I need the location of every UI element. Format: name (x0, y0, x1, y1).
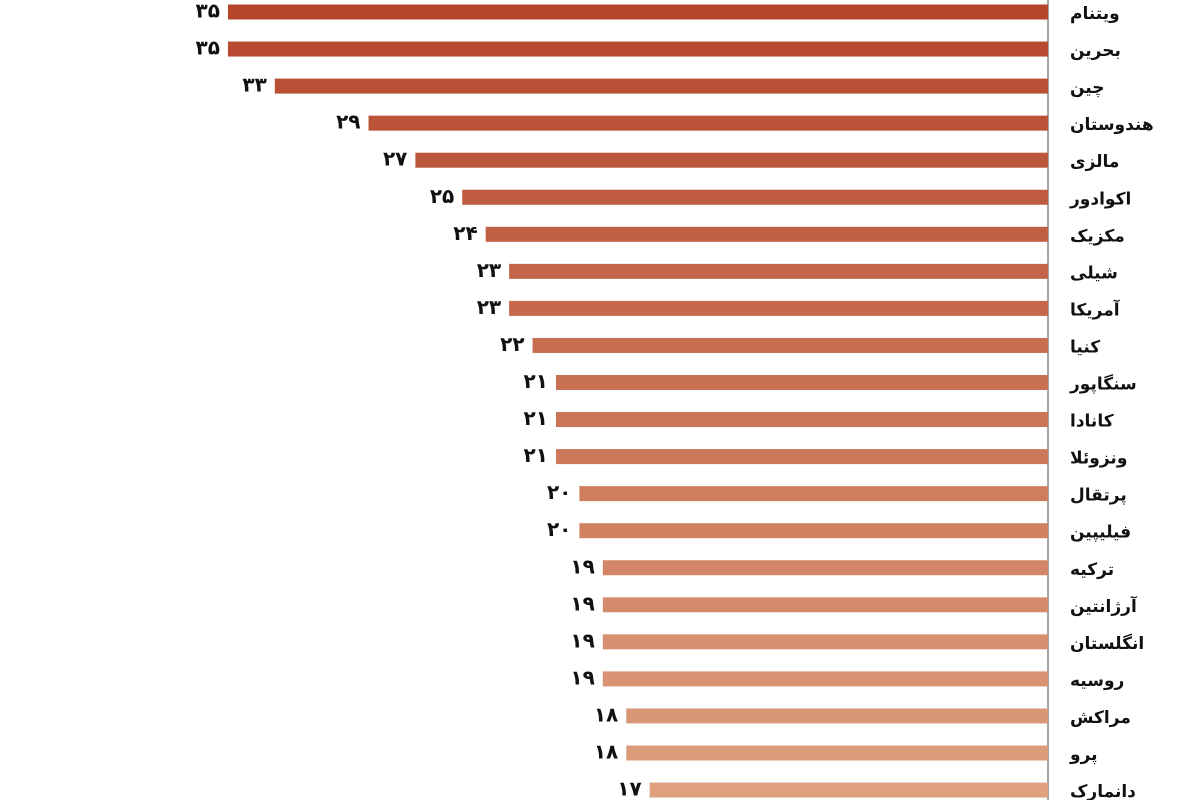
category-label: آمریکا (1070, 298, 1121, 320)
category-label: هندوستان (1070, 115, 1154, 135)
value-label: ۱۹ (570, 591, 594, 615)
value-label: ۲۱ (524, 369, 548, 393)
category-label: انگلستان (1070, 633, 1144, 654)
category-label: مکزیک (1070, 226, 1125, 246)
bar (509, 263, 1048, 279)
bar (602, 597, 1048, 613)
value-label: ۲۲ (500, 332, 524, 356)
bar (649, 782, 1048, 798)
category-label: ترکیه (1070, 560, 1114, 580)
value-label: ۲۳ (477, 258, 501, 282)
bar (602, 671, 1048, 687)
value-label: ۲۴ (453, 221, 477, 245)
value-label: ۲۱ (524, 406, 548, 430)
value-label: ۱۹ (570, 665, 594, 689)
value-label: ۲۰ (547, 480, 571, 504)
bar (579, 486, 1048, 502)
bar (555, 412, 1048, 428)
value-label: ۲۷ (383, 147, 407, 171)
value-label: ۲۰ (547, 517, 571, 541)
category-label: مالزی (1070, 152, 1119, 172)
bar (227, 41, 1048, 57)
category-label: فیلیپین (1070, 523, 1131, 543)
category-label: کنیا (1070, 337, 1100, 357)
value-label: ۱۸ (594, 740, 618, 764)
value-label: ۱۹ (570, 628, 594, 652)
category-label: روسیه (1070, 671, 1124, 691)
bar (602, 634, 1048, 650)
bar (555, 449, 1048, 465)
category-label: مراکش (1070, 708, 1131, 728)
category-label: اکوادور (1069, 189, 1131, 209)
bar (509, 300, 1048, 316)
value-label: ۱۹ (570, 554, 594, 578)
bar (462, 189, 1048, 205)
bar (415, 152, 1048, 168)
category-label: ونزوئلا (1070, 449, 1127, 469)
bar (227, 4, 1048, 20)
category-label: پرو (1069, 745, 1098, 765)
bar (626, 708, 1048, 724)
category-label: چین (1070, 78, 1105, 98)
category-label: آرژانتین (1070, 595, 1138, 617)
category-label: دانمارک (1070, 782, 1136, 800)
value-label: ۱۸ (594, 702, 618, 726)
bar (555, 375, 1048, 390)
value-label: ۳۳ (242, 73, 266, 97)
category-label: شیلی (1070, 263, 1118, 283)
bar (368, 115, 1048, 131)
bar (626, 745, 1048, 761)
value-label: ۲۹ (336, 110, 360, 134)
category-label: سنگاپور (1069, 374, 1137, 395)
bar (274, 78, 1048, 94)
category-label: کانادا (1070, 412, 1114, 432)
value-label: ۲۵ (430, 184, 454, 208)
bar (532, 337, 1048, 353)
value-label: ۱۷ (617, 777, 641, 800)
bar (579, 523, 1048, 539)
value-label: ۳۵ (196, 36, 220, 60)
category-label: بحرین (1070, 41, 1121, 61)
category-label: ویتنام (1070, 4, 1120, 24)
value-label: ۲۳ (477, 295, 501, 319)
bar (602, 560, 1048, 576)
category-label: پرتقال (1070, 486, 1127, 506)
bar (485, 226, 1048, 242)
value-label: ۳۵ (196, 0, 220, 23)
value-label: ۲۱ (524, 443, 548, 467)
